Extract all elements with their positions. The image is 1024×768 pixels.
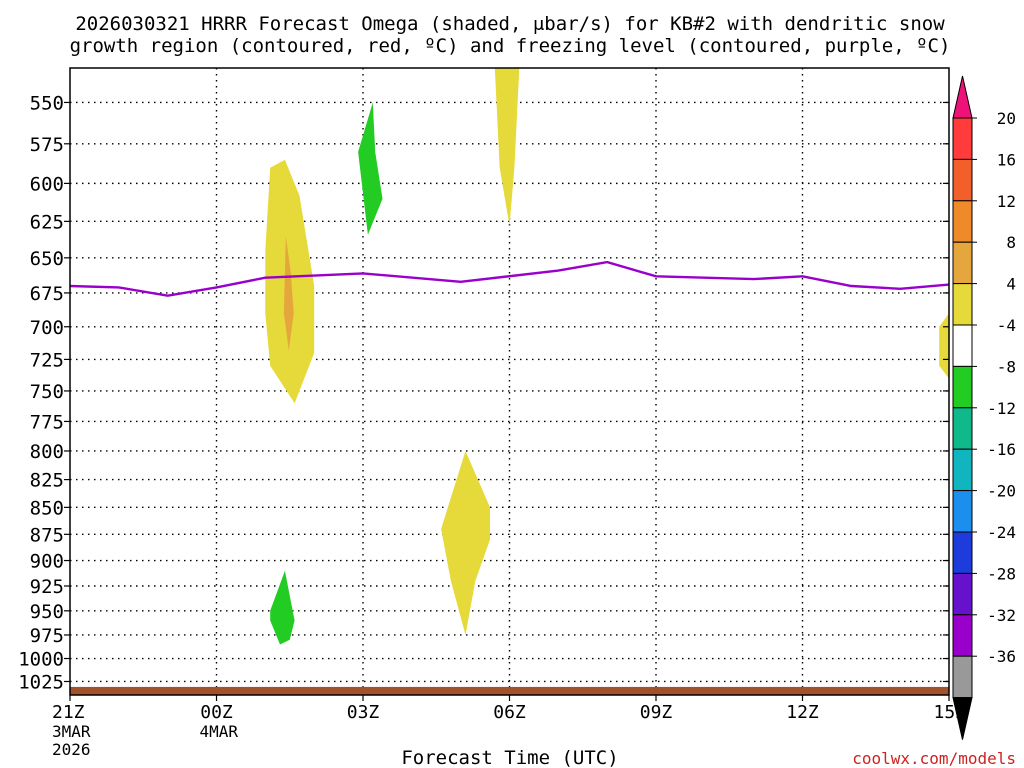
colorbar-swatch bbox=[952, 241, 973, 285]
colorbar-legend: 20 16 12 8 4 -4 -8 -12 -16 -20 -24 -28 -32 -36 bbox=[952, 75, 1016, 740]
colorbar-label: 4 bbox=[1006, 275, 1016, 294]
omega-plus4-0730z-low bbox=[441, 451, 490, 635]
colorbar-swatch bbox=[952, 117, 973, 160]
y-tick-label: 700 bbox=[30, 317, 64, 339]
y-axis-pressure: 550 575 600 625 650 675 700 725 750 775 800 825 850 8… bbox=[18, 92, 949, 693]
y-tick-label: 575 bbox=[30, 134, 64, 156]
colorbar-label: -8 bbox=[997, 357, 1016, 376]
colorbar-label: 8 bbox=[1006, 233, 1016, 252]
y-tick-label: 550 bbox=[30, 92, 64, 114]
colorbar-label: -32 bbox=[987, 606, 1016, 625]
surface-terrain-band bbox=[70, 686, 949, 695]
colorbar-label: -24 bbox=[987, 523, 1016, 542]
plot-area bbox=[69, 67, 950, 696]
y-tick-label: 725 bbox=[30, 349, 64, 371]
colorbar-swatch bbox=[952, 283, 973, 326]
y-tick-label: 950 bbox=[30, 601, 64, 623]
x-axis-title: Forecast Time (UTC) bbox=[401, 747, 618, 768]
colorbar-swatch bbox=[952, 655, 973, 699]
x-tick-label: 00Z bbox=[200, 702, 233, 723]
colorbar-swatch bbox=[952, 324, 973, 367]
x-tick-label: 21Z bbox=[52, 702, 85, 723]
y-tick-label: 675 bbox=[30, 283, 64, 305]
colorbar-label: -28 bbox=[987, 564, 1016, 583]
y-tick-label: 750 bbox=[30, 381, 64, 403]
colorbar-bottom-triangle bbox=[952, 697, 973, 740]
colorbar-top-triangle bbox=[952, 75, 973, 119]
colorbar-swatch bbox=[952, 614, 973, 657]
colorbar-label: -16 bbox=[987, 440, 1016, 459]
colorbar-swatch bbox=[952, 531, 973, 574]
freezing-level-line bbox=[69, 260, 950, 297]
colorbar-label: -36 bbox=[987, 647, 1016, 666]
omega-minus4-0400z bbox=[358, 102, 383, 235]
x-tick-label: 09Z bbox=[640, 702, 673, 723]
y-tick-label: 850 bbox=[30, 497, 64, 519]
colorbar-label: -4 bbox=[997, 316, 1016, 335]
colorbar-swatch bbox=[952, 407, 973, 450]
chart-title-line1: 2026030321 HRRR Forecast Omega (shaded, … bbox=[75, 13, 945, 35]
y-tick-label: 775 bbox=[30, 411, 64, 433]
y-tick-label: 925 bbox=[30, 576, 64, 598]
colorbar-swatch bbox=[952, 200, 973, 243]
colorbar-swatch bbox=[952, 448, 973, 492]
y-tick-label: 800 bbox=[30, 441, 64, 463]
omega-plus4-0620z-top bbox=[494, 68, 520, 226]
colorbar-label: 12 bbox=[997, 192, 1016, 211]
watermark-text: coolwx.com/models bbox=[852, 749, 1016, 768]
colorbar-label: 20 bbox=[997, 109, 1016, 128]
omega-shaded-regions bbox=[265, 68, 949, 645]
y-tick-label: 600 bbox=[30, 173, 64, 195]
colorbar-label: 16 bbox=[997, 150, 1016, 169]
x-tick-date: 4MAR bbox=[200, 722, 239, 741]
y-tick-label: 975 bbox=[30, 625, 64, 647]
y-tick-label: 1000 bbox=[18, 649, 64, 671]
colorbar-swatch bbox=[952, 365, 973, 409]
y-tick-label: 1025 bbox=[18, 671, 64, 693]
omega-plus8-core bbox=[283, 236, 294, 351]
y-tick-label: 625 bbox=[30, 211, 64, 233]
chart-title-line2: growth region (contoured, red, ºC) and f… bbox=[70, 35, 951, 57]
x-tick-year: 2026 bbox=[52, 740, 91, 759]
y-tick-label: 650 bbox=[30, 248, 64, 270]
grid-lines bbox=[70, 68, 949, 695]
colorbar-label: -12 bbox=[987, 399, 1016, 418]
y-tick-label: 900 bbox=[30, 551, 64, 573]
x-tick-label: 12Z bbox=[786, 702, 819, 723]
omega-minus4-0130z-low bbox=[270, 570, 295, 645]
x-tick-date: 3MAR bbox=[52, 722, 91, 741]
colorbar-swatch bbox=[952, 572, 973, 616]
x-tick-label: 03Z bbox=[347, 702, 380, 723]
y-tick-label: 875 bbox=[30, 524, 64, 546]
omega-plus4-right-edge bbox=[939, 313, 949, 379]
x-tick-label: 06Z bbox=[493, 702, 526, 723]
colorbar-label: -20 bbox=[987, 482, 1016, 501]
colorbar-swatch bbox=[952, 158, 973, 202]
freezing-level-layer bbox=[69, 260, 950, 297]
y-tick-label: 825 bbox=[30, 470, 64, 492]
colorbar-swatch bbox=[952, 490, 973, 533]
